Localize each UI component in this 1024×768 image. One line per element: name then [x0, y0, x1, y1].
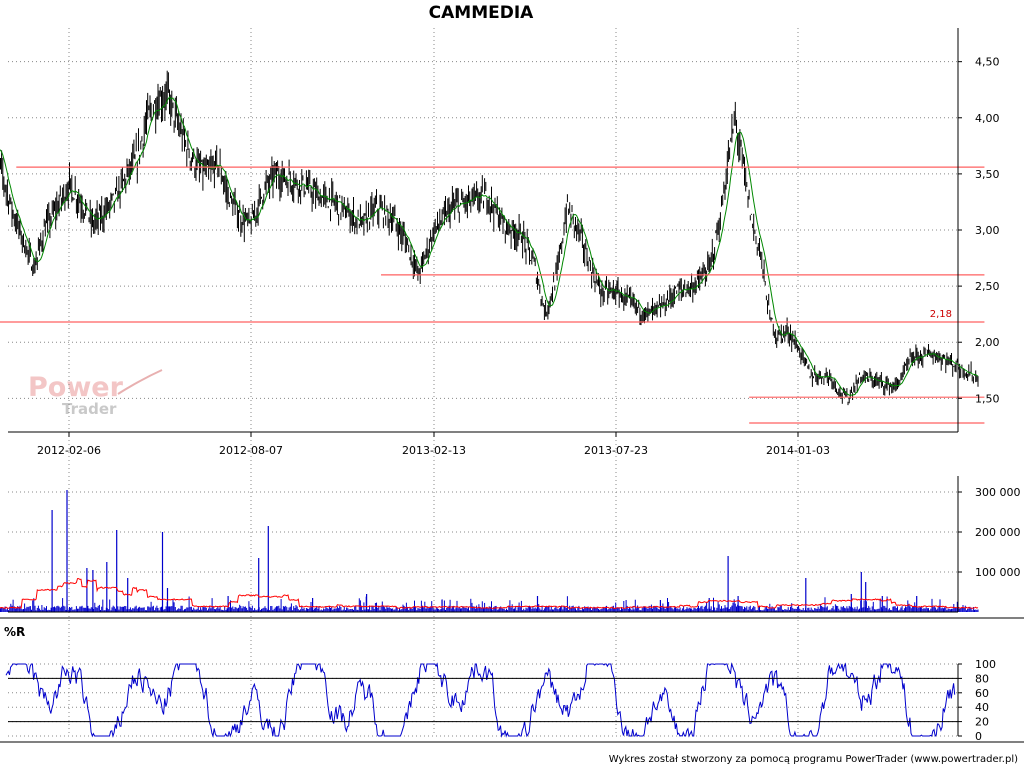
powertrader-logo: Power Trader — [28, 369, 163, 418]
logo-swoosh-icon — [117, 369, 163, 395]
volume-average-line — [0, 578, 979, 609]
price-tick-label: 3,00 — [975, 224, 1000, 237]
level-label: 2,18 — [930, 309, 952, 320]
price-tick-label: 2,00 — [975, 336, 1000, 349]
x-tick-label: 2014-01-03 — [766, 444, 830, 457]
price-tick-label: 1,50 — [975, 392, 1000, 405]
williams-r-line — [5, 662, 956, 738]
wr-tick-label: 80 — [975, 672, 989, 685]
wr-tick-label: 40 — [975, 701, 989, 714]
volume-tick-label: 300 000 — [975, 486, 1021, 499]
wr-tick-label: 0 — [975, 730, 982, 743]
chart-title: CAMMEDIA — [429, 3, 535, 23]
moving-average-line — [0, 96, 979, 396]
williams-r-title: %R — [4, 625, 25, 639]
volume-tick-label: 100 000 — [975, 566, 1021, 579]
x-tick-label: 2013-07-23 — [584, 444, 648, 457]
footer-credit: Wykres został stworzony za pomocą progra… — [609, 754, 1018, 765]
wr-tick-label: 100 — [975, 658, 996, 671]
x-tick-label: 2013-02-13 — [402, 444, 466, 457]
volume-tick-label: 200 000 — [975, 526, 1021, 539]
price-tick-label: 2,50 — [975, 280, 1000, 293]
price-tick-label: 4,50 — [975, 56, 1000, 69]
wr-tick-label: 60 — [975, 687, 989, 700]
price-tick-label: 4,00 — [975, 112, 1000, 125]
logo-text-power: Power — [28, 372, 124, 403]
wr-tick-label: 20 — [975, 716, 989, 729]
x-tick-label: 2012-02-06 — [37, 444, 101, 457]
logo-text-trader: Trader — [62, 400, 117, 418]
price-tick-label: 3,50 — [975, 168, 1000, 181]
x-tick-label: 2012-08-07 — [219, 444, 283, 457]
